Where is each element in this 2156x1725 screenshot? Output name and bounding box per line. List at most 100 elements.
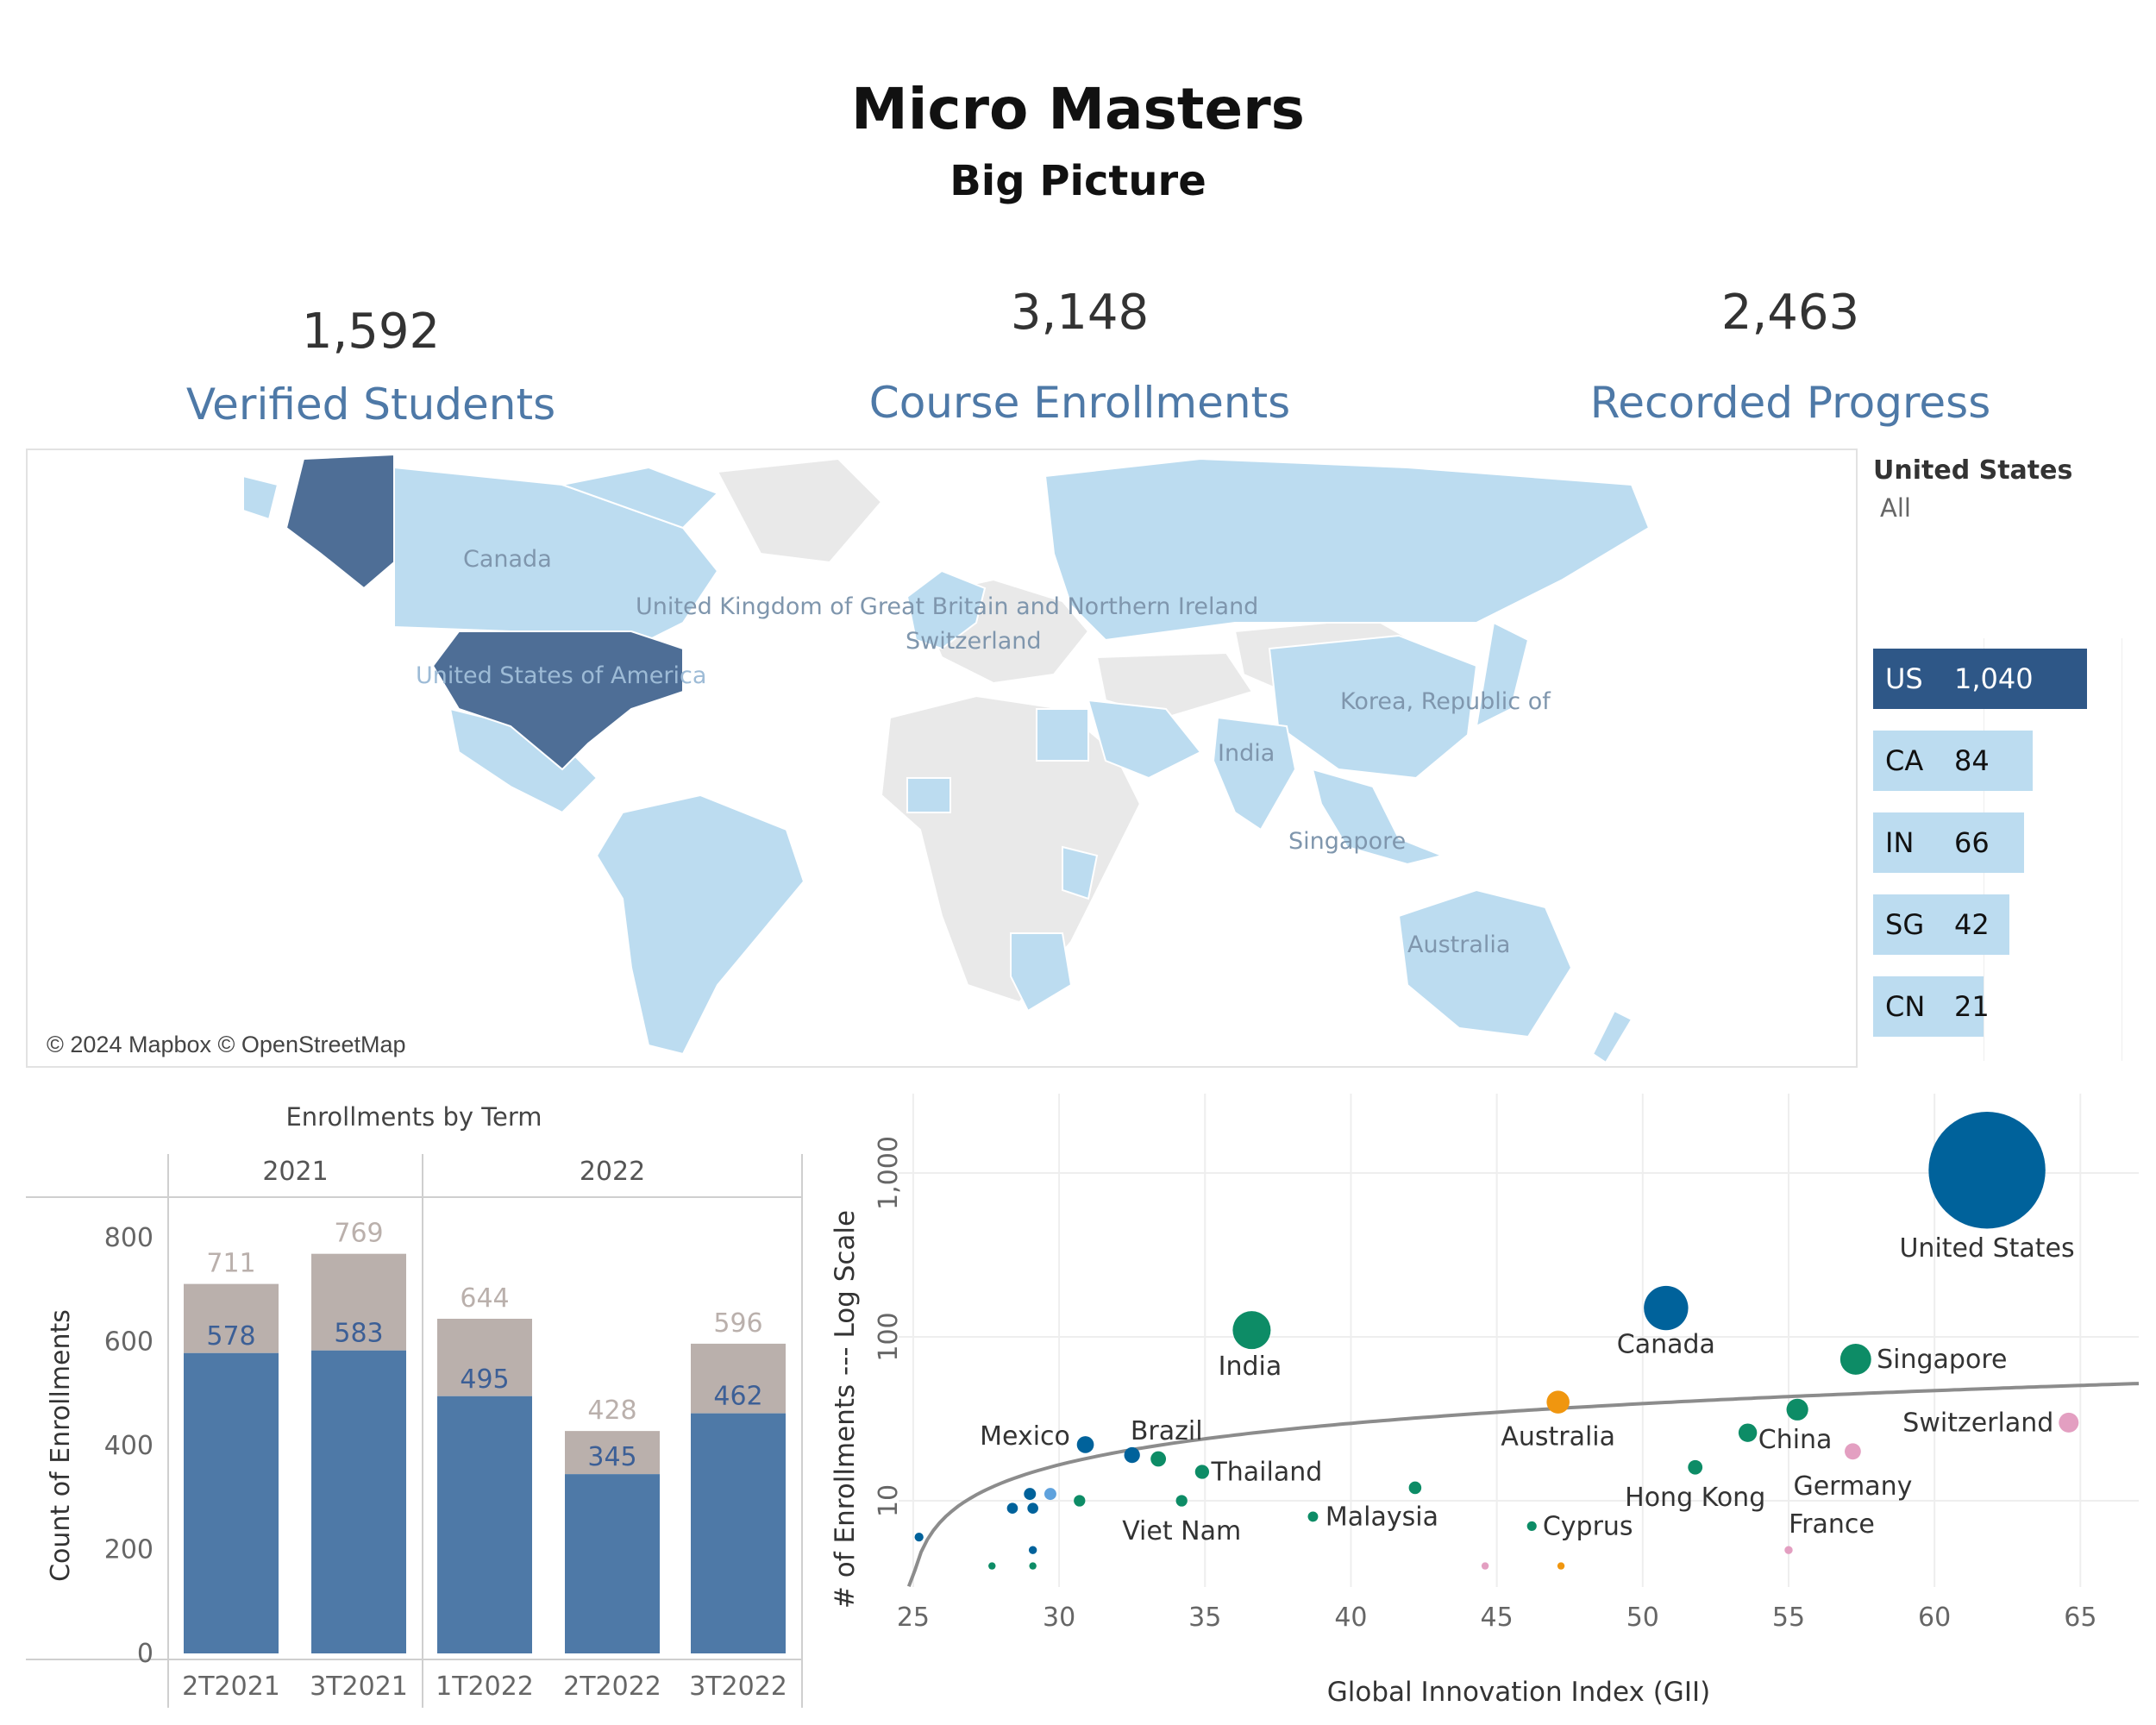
page-title: Micro Masters [851, 76, 1305, 142]
bar-enrolled-label: 345 [587, 1442, 636, 1472]
map-india [1212, 716, 1297, 831]
scatter-y-axis-label: # of Enrollments --- Log Scale [830, 1210, 861, 1609]
bar-total-label: 711 [206, 1249, 255, 1279]
scatter-point-label: France [1789, 1509, 1875, 1540]
scatter-point-label: Mexico [980, 1421, 1070, 1452]
bar-chart-x-tick: 2T2021 [182, 1672, 280, 1702]
bar-chart-y-tick: 600 [104, 1327, 154, 1358]
bar-total-segment [437, 1318, 532, 1396]
bar-enrolled-label: 495 [460, 1364, 509, 1395]
bar-chart-y-tick: 800 [104, 1223, 154, 1253]
country-code: CN [1885, 990, 1926, 1023]
country-code: CA [1885, 744, 1924, 777]
country-bar-cn[interactable]: CN 21 [1873, 976, 1990, 1037]
scatter-point [1074, 1495, 1086, 1507]
scatter-point [1928, 1112, 2046, 1229]
scatter-point [1006, 1502, 1018, 1514]
bar-chart-group-label: 2022 [580, 1157, 645, 1187]
scatter-point [1408, 1481, 1422, 1495]
map-southern-africa [1010, 932, 1073, 1013]
scatter-point-label: United States [1899, 1233, 2074, 1264]
map-central-asia [1095, 651, 1254, 719]
scatter-x-tick: 65 [2064, 1603, 2096, 1633]
bar-chart-x-tick: 3T2021 [310, 1672, 408, 1702]
world-map[interactable]: Canada United Kingdom of Great Britain a… [26, 448, 1858, 1068]
scatter-point [1526, 1521, 1537, 1531]
map-japan-korea [1475, 621, 1530, 728]
scatter-point-label: Canada [1617, 1330, 1715, 1360]
bar-total-label: 769 [334, 1219, 383, 1249]
country-bar-ca[interactable]: CA 84 [1873, 731, 2033, 791]
map-attribution[interactable]: © 2024 Mapbox © OpenStreetMap [43, 1032, 410, 1058]
scatter-point [2059, 1412, 2079, 1433]
country-count: 84 [1954, 744, 1990, 777]
world-map-canvas[interactable]: Canada United Kingdom of Great Britain a… [28, 450, 1856, 1066]
scatter-point [1307, 1511, 1319, 1522]
scatter-point-label: Singapore [1877, 1345, 2007, 1375]
kpi-course-enrollments-label: Course Enrollments [868, 378, 1291, 428]
map-alaska-islands [242, 474, 279, 521]
bar-enrolled-segment [184, 1352, 279, 1653]
country-code: SG [1885, 908, 1925, 941]
bar-chart-y-axis-label: Count of Enrollments [46, 1309, 76, 1582]
map-alaska [285, 453, 395, 590]
map-west-africa [906, 777, 951, 813]
bar-total-segment [184, 1283, 279, 1353]
map-greenland [716, 457, 883, 564]
scatter-point-label: India [1219, 1352, 1282, 1382]
page-subtitle: Big Picture [950, 157, 1206, 205]
scatter-point [1124, 1446, 1140, 1464]
scatter-point-label: Germany [1793, 1471, 1912, 1502]
map-canada-east [559, 466, 719, 530]
scatter-point-label: Cyprus [1543, 1511, 1633, 1541]
bar-total-label: 644 [460, 1283, 509, 1314]
scatter-point-label: Brazil [1131, 1416, 1203, 1446]
country-bar-sg[interactable]: SG 42 [1873, 894, 2009, 955]
map-label-usa: United States of America [416, 662, 706, 689]
bar-total-label: 428 [587, 1396, 636, 1426]
bar-chart-y-tick: 200 [104, 1535, 154, 1565]
bar-enrolled-label: 578 [206, 1321, 255, 1352]
scatter-point [1024, 1488, 1037, 1501]
scatter-point [1786, 1398, 1808, 1421]
country-count: 1,040 [1954, 662, 2034, 695]
scatter-point [1688, 1459, 1703, 1475]
map-east-africa [1062, 845, 1099, 900]
scatter-point-label: Thailand [1210, 1458, 1322, 1488]
scatter-point [1738, 1423, 1758, 1442]
country-filter-value[interactable]: All [1880, 493, 1911, 523]
scatter-point [1557, 1562, 1565, 1570]
map-label-canada: Canada [463, 546, 552, 573]
scatter-point-label: Viet Nam [1122, 1516, 1241, 1546]
map-new-zealand [1591, 1009, 1633, 1064]
kpi-recorded-progress-value: 2,463 [1720, 285, 1860, 341]
scatter-point [1175, 1495, 1188, 1507]
bar-chart-y-tick: 0 [137, 1639, 154, 1669]
kpi-verified-students-value: 1,592 [301, 304, 441, 360]
scatter-point [1839, 1344, 1871, 1375]
scatter-point [914, 1533, 924, 1542]
scatter-point [1644, 1285, 1689, 1331]
map-label-singapore: Singapore [1288, 828, 1406, 855]
scatter-point [1028, 1546, 1037, 1554]
scatter-x-tick: 35 [1188, 1603, 1221, 1633]
enrollments-by-term-chart: 2021 2022 Count of Enrollments 0 200 400 600 80… [26, 1154, 803, 1708]
bar-chart-x-tick: 3T2022 [689, 1672, 787, 1702]
scatter-x-tick: 25 [897, 1603, 930, 1633]
scatter-point [1845, 1443, 1861, 1460]
scatter-y-tick: 10 [874, 1484, 904, 1517]
scatter-y-tick: 100 [874, 1312, 904, 1361]
country-bar-us[interactable]: US 1,040 [1873, 649, 2087, 709]
map-label-uk: United Kingdom of Great Britain and Nort… [636, 593, 1258, 620]
bar-enrolled-segment [437, 1396, 532, 1653]
bar-total-segment [691, 1343, 786, 1414]
map-label-india: India [1218, 740, 1275, 767]
scatter-point [1029, 1562, 1037, 1570]
scatter-x-tick: 55 [1772, 1603, 1805, 1633]
map-south-america [595, 794, 805, 1056]
kpi-recorded-progress-label: Recorded Progress [1589, 378, 1991, 428]
kpi-verified-students-label: Verified Students [185, 380, 556, 430]
bar-chart-title: Enrollments by Term [285, 1102, 542, 1132]
map-label-australia: Australia [1407, 932, 1510, 958]
country-bar-in[interactable]: IN 66 [1873, 812, 2024, 873]
